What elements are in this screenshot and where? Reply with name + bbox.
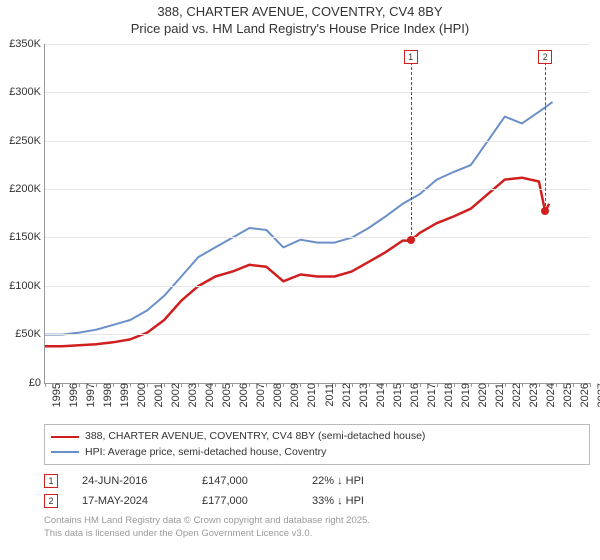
x-tick-label: 2026 (577, 383, 591, 407)
x-tick-label: 2025 (560, 383, 574, 407)
x-tick-label: 2010 (304, 383, 318, 407)
txn-delta: 33% ↓ HPI (312, 495, 432, 507)
y-tick-label: £250K (9, 135, 45, 147)
x-tick-label: 2005 (219, 383, 233, 407)
y-tick-label: £100K (9, 280, 45, 292)
plot-area: £0£50K£100K£150K£200K£250K£300K£350K1995… (44, 44, 590, 384)
x-tick-label: 1997 (83, 383, 97, 407)
x-tick-label: 2024 (543, 383, 557, 407)
legend: 388, CHARTER AVENUE, COVENTRY, CV4 8BY (… (44, 424, 590, 466)
x-tick-label: 2004 (202, 383, 216, 407)
y-tick-label: £350K (9, 38, 45, 50)
x-tick-label: 2020 (475, 383, 489, 407)
chart-lines (45, 44, 590, 383)
x-tick-label: 2017 (424, 383, 438, 407)
x-tick-label: 2001 (151, 383, 165, 407)
title-line2: Price paid vs. HM Land Registry's House … (0, 21, 600, 38)
x-tick-label: 2011 (322, 383, 336, 407)
transactions-table: 1 24-JUN-2016 £147,000 22% ↓ HPI 2 17-MA… (44, 471, 590, 511)
legend-swatch (51, 451, 79, 453)
x-tick-label: 2014 (373, 383, 387, 407)
y-tick-label: £50K (15, 328, 45, 340)
x-tick-label: 2003 (185, 383, 199, 407)
x-tick-label: 1995 (49, 383, 63, 407)
legend-label: 388, CHARTER AVENUE, COVENTRY, CV4 8BY (… (85, 429, 425, 445)
x-tick-label: 2021 (492, 383, 506, 407)
marker-box-icon: 1 (44, 474, 58, 488)
txn-date: 24-JUN-2016 (82, 475, 202, 487)
x-tick-label: 1996 (66, 383, 80, 407)
chart-title: 388, CHARTER AVENUE, COVENTRY, CV4 8BY P… (0, 0, 600, 38)
x-tick-label: 2012 (339, 383, 353, 407)
x-tick-label: 2022 (509, 383, 523, 407)
x-tick-label: 2008 (270, 383, 284, 407)
table-row: 2 17-MAY-2024 £177,000 33% ↓ HPI (44, 491, 590, 511)
txn-price: £147,000 (202, 475, 312, 487)
footer-line1: Contains HM Land Registry data © Crown c… (44, 515, 590, 527)
title-line1: 388, CHARTER AVENUE, COVENTRY, CV4 8BY (0, 4, 600, 21)
x-tick-label: 2023 (526, 383, 540, 407)
marker-box-icon: 1 (404, 50, 418, 64)
legend-swatch (51, 436, 79, 438)
marker-box-icon: 2 (538, 50, 552, 64)
x-tick-label: 2006 (236, 383, 250, 407)
x-tick-label: 1999 (117, 383, 131, 407)
footer-line2: This data is licensed under the Open Gov… (44, 528, 590, 540)
x-tick-label: 2000 (134, 383, 148, 407)
x-tick-label: 2015 (390, 383, 404, 407)
x-tick-label: 2009 (287, 383, 301, 407)
y-tick-label: £300K (9, 86, 45, 98)
y-tick-label: £200K (9, 183, 45, 195)
x-tick-label: 2016 (407, 383, 421, 407)
y-tick-label: £150K (9, 231, 45, 243)
x-tick-label: 2018 (441, 383, 455, 407)
x-tick-label: 2019 (458, 383, 472, 407)
legend-label: HPI: Average price, semi-detached house,… (85, 445, 326, 461)
footer: Contains HM Land Registry data © Crown c… (44, 515, 590, 540)
txn-price: £177,000 (202, 495, 312, 507)
marker-box-icon: 2 (44, 494, 58, 508)
txn-date: 17-MAY-2024 (82, 495, 202, 507)
y-tick-label: £0 (29, 377, 45, 389)
legend-item: 388, CHARTER AVENUE, COVENTRY, CV4 8BY (… (51, 429, 583, 445)
txn-delta: 22% ↓ HPI (312, 475, 432, 487)
x-tick-label: 2013 (356, 383, 370, 407)
x-tick-label: 2002 (168, 383, 182, 407)
x-tick-label: 1998 (100, 383, 114, 407)
legend-item: HPI: Average price, semi-detached house,… (51, 445, 583, 461)
table-row: 1 24-JUN-2016 £147,000 22% ↓ HPI (44, 471, 590, 491)
x-tick-label: 2007 (253, 383, 267, 407)
x-tick-label: 2027 (594, 383, 600, 407)
